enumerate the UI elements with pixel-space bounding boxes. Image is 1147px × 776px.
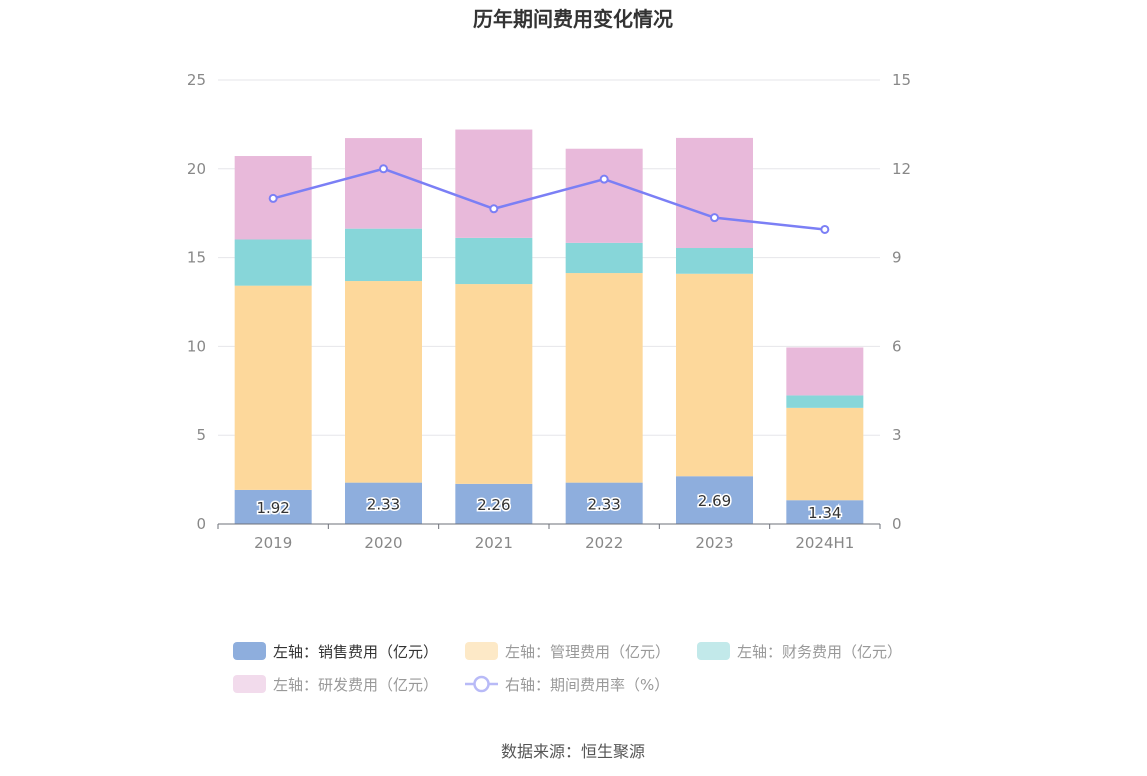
data-labels: 1.92 2.33 2.26 2.33 2.69 1.34 bbox=[255, 491, 843, 524]
legend-swatch bbox=[697, 642, 730, 660]
legend-label: 左轴：研发费用（亿元） bbox=[273, 676, 438, 694]
legend[interactable]: 左轴：销售费用（亿元） 左轴：管理费用（亿元） 左轴：财务费用（亿元） 左轴：研发费用… bbox=[233, 642, 902, 694]
line-point bbox=[820, 224, 830, 234]
x-tick-label: 2020 bbox=[364, 534, 402, 552]
bar-segment bbox=[786, 395, 864, 408]
line-point bbox=[599, 174, 609, 184]
line-point bbox=[379, 164, 388, 174]
bar-segment bbox=[345, 482, 422, 524]
legend-label: 左轴：财务费用（亿元） bbox=[737, 643, 902, 661]
bar-segment bbox=[455, 129, 533, 238]
y-left-tick-label: 0 bbox=[196, 515, 206, 533]
y-left-tick-label: 10 bbox=[187, 337, 206, 355]
bar-series bbox=[234, 129, 864, 524]
bar-segment bbox=[676, 273, 753, 477]
y-right-tick-label: 12 bbox=[892, 160, 911, 178]
legend-marker bbox=[473, 675, 490, 693]
data-label: 2.69 bbox=[698, 492, 731, 510]
grid-lines bbox=[218, 79, 880, 436]
source-note: 数据来源：恒生聚源 bbox=[501, 742, 645, 761]
data-label: 2.33 bbox=[587, 495, 620, 513]
bar-segment bbox=[455, 284, 533, 484]
line-series bbox=[268, 164, 830, 234]
data-label: 2.33 bbox=[367, 495, 400, 513]
y-left-tick-label: 5 bbox=[196, 426, 206, 444]
y-axis-right: 0 3 6 9 12 15 bbox=[892, 71, 911, 533]
bar-segment bbox=[234, 239, 312, 286]
bar-segment bbox=[786, 347, 864, 396]
x-tick-label: 2023 bbox=[695, 534, 733, 552]
y-right-tick-label: 15 bbox=[892, 71, 911, 89]
legend-swatch bbox=[233, 642, 266, 660]
bar-segment bbox=[676, 248, 753, 274]
bar-segment bbox=[345, 138, 422, 229]
bar-segment bbox=[455, 483, 533, 524]
x-axis: 2019 2020 2021 2022 2023 2024H1 bbox=[217, 523, 881, 552]
bar-segment bbox=[565, 242, 643, 274]
y-right-tick-label: 3 bbox=[892, 426, 902, 444]
x-tick-label: 2019 bbox=[254, 534, 292, 552]
data-label: 1.34 bbox=[808, 504, 841, 522]
bar-segment bbox=[345, 228, 422, 282]
bar-segment bbox=[786, 500, 864, 524]
y-axis-left: 0 5 10 15 20 25 bbox=[187, 71, 206, 533]
data-label: 2.26 bbox=[477, 496, 510, 514]
y-left-tick-label: 25 bbox=[187, 71, 206, 89]
legend-label: 左轴：管理费用（亿元） bbox=[505, 643, 670, 661]
y-right-tick-label: 6 bbox=[892, 337, 902, 355]
legend-item[interactable]: 左轴：销售费用（亿元） bbox=[233, 642, 438, 661]
bar-segment bbox=[676, 137, 753, 249]
y-left-tick-label: 15 bbox=[187, 249, 206, 267]
legend-item[interactable]: 右轴：期间费用率（%） bbox=[465, 675, 669, 694]
legend-swatch bbox=[465, 642, 498, 660]
x-tick-label: 2022 bbox=[585, 534, 623, 552]
series-line bbox=[272, 167, 825, 231]
chart-title: 历年期间费用变化情况 bbox=[473, 7, 673, 31]
legend-item[interactable]: 左轴：管理费用（亿元） bbox=[465, 642, 670, 661]
line-point bbox=[710, 213, 719, 223]
bar-segment bbox=[676, 476, 753, 524]
x-tick-label: 2024H1 bbox=[795, 534, 854, 552]
legend-item[interactable]: 左轴：财务费用（亿元） bbox=[697, 642, 902, 661]
bar-segment bbox=[455, 237, 533, 285]
bar-segment bbox=[565, 482, 643, 524]
legend-item[interactable]: 左轴：研发费用（亿元） bbox=[233, 675, 438, 694]
legend-label: 右轴：期间费用率（%） bbox=[505, 676, 669, 694]
bar-segment bbox=[565, 273, 643, 483]
y-left-tick-label: 20 bbox=[187, 160, 206, 178]
bar-segment bbox=[345, 281, 422, 483]
y-right-tick-label: 0 bbox=[892, 515, 902, 533]
line-point bbox=[268, 193, 278, 203]
data-label: 1.92 bbox=[256, 499, 289, 517]
bar-segment bbox=[565, 148, 643, 243]
y-right-tick-label: 9 bbox=[892, 249, 902, 267]
legend-label: 左轴：销售费用（亿元） bbox=[273, 643, 438, 661]
bar-segment bbox=[234, 489, 312, 524]
bar-segment bbox=[786, 407, 864, 501]
legend-swatch bbox=[233, 675, 266, 693]
line-point bbox=[489, 204, 499, 214]
x-tick-label: 2021 bbox=[475, 534, 513, 552]
bar-segment bbox=[234, 285, 312, 490]
